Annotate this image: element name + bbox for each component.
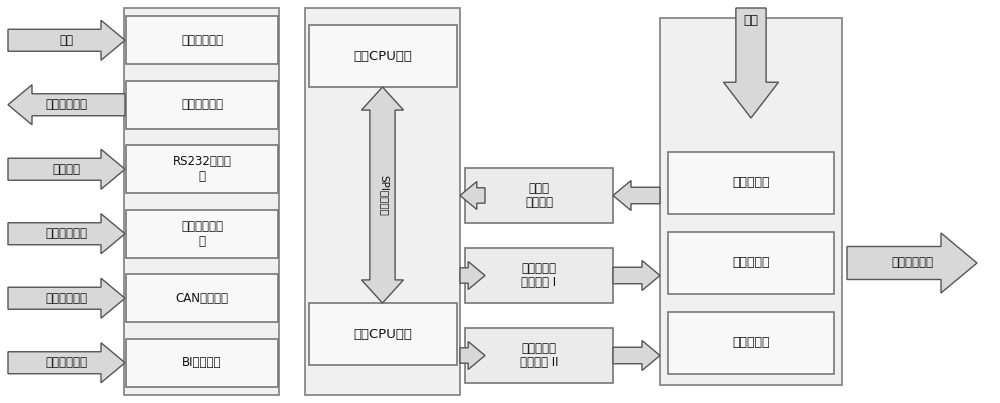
Polygon shape <box>613 341 660 370</box>
Bar <box>126 16 278 64</box>
Polygon shape <box>613 181 660 210</box>
Bar <box>660 18 842 385</box>
Polygon shape <box>724 8 778 118</box>
Text: 工作使能信号: 工作使能信号 <box>46 356 88 369</box>
Text: 电源: 电源 <box>60 34 74 47</box>
Bar <box>308 25 456 87</box>
Text: 电流指令信号: 电流指令信号 <box>46 227 88 240</box>
Text: 生命信号模块: 生命信号模块 <box>181 98 223 111</box>
Polygon shape <box>613 260 660 291</box>
Bar <box>126 339 278 387</box>
Bar <box>465 168 613 223</box>
Polygon shape <box>8 343 125 383</box>
Polygon shape <box>8 214 125 254</box>
Bar <box>126 274 278 322</box>
Text: CAN通讯模块: CAN通讯模块 <box>176 292 228 305</box>
Text: 压力传感器: 压力传感器 <box>732 177 770 189</box>
Bar <box>668 312 834 374</box>
Polygon shape <box>8 149 125 189</box>
Text: 模拟量输入模
块: 模拟量输入模 块 <box>181 220 223 248</box>
Bar <box>668 152 834 214</box>
Text: 生命周期信号: 生命周期信号 <box>46 98 88 111</box>
Polygon shape <box>8 85 125 125</box>
Polygon shape <box>362 87 404 303</box>
Polygon shape <box>460 341 485 370</box>
Polygon shape <box>460 181 485 210</box>
Text: 网络指令信号: 网络指令信号 <box>46 292 88 305</box>
Bar <box>465 248 613 303</box>
Bar <box>465 328 613 383</box>
Text: 电源处理模块: 电源处理模块 <box>181 34 223 47</box>
Text: RS232通讯模
块: RS232通讯模 块 <box>173 155 231 183</box>
Bar <box>126 81 278 129</box>
Text: BI输入模块: BI输入模块 <box>182 356 222 369</box>
Text: 风源: 风源 <box>744 13 759 27</box>
Bar <box>308 303 456 365</box>
Text: 压力控制输出: 压力控制输出 <box>891 256 933 270</box>
Bar <box>124 8 279 395</box>
Text: 模拟量
采集模块: 模拟量 采集模块 <box>525 181 553 210</box>
Text: SPI总线通讯: SPI总线通讯 <box>380 174 390 216</box>
Text: 高速电磁阀
驱动模块 I: 高速电磁阀 驱动模块 I <box>521 262 557 289</box>
Bar <box>126 145 278 193</box>
Polygon shape <box>847 233 977 293</box>
Bar <box>668 232 834 294</box>
Bar <box>305 8 460 395</box>
Text: 监控CPU模块: 监控CPU模块 <box>353 50 412 62</box>
Bar <box>126 210 278 258</box>
Polygon shape <box>8 278 125 318</box>
Polygon shape <box>8 20 125 60</box>
Text: 充气电磁阀: 充气电磁阀 <box>732 337 770 349</box>
Text: 排气电磁阀: 排气电磁阀 <box>732 256 770 270</box>
Text: 高速电磁阀
驱动模块 II: 高速电磁阀 驱动模块 II <box>520 341 558 370</box>
Text: 主控CPU模块: 主控CPU模块 <box>353 328 412 341</box>
Text: 信息交互: 信息交互 <box>52 163 80 176</box>
Polygon shape <box>460 262 485 289</box>
